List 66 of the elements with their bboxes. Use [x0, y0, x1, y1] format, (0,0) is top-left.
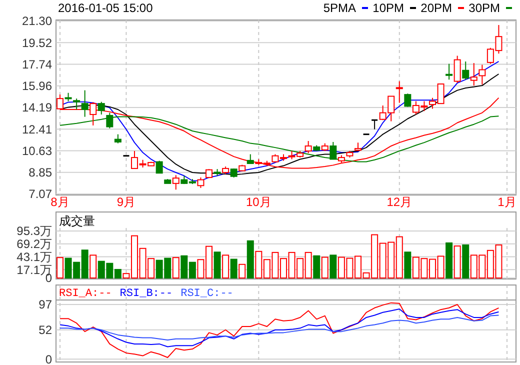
y-tick-label: 8.85 — [28, 166, 52, 180]
candlestick — [478, 64, 486, 86]
candlestick — [370, 119, 378, 130]
bar — [214, 252, 221, 278]
bar — [238, 264, 246, 278]
candlestick — [197, 176, 204, 188]
line-series — [60, 308, 500, 348]
candlestick — [396, 80, 403, 104]
candlestick — [246, 154, 254, 164]
chart-title: 2016-01-05 15:00 — [58, 1, 154, 15]
bar — [90, 254, 97, 278]
y-tick-label: 97 — [38, 298, 52, 312]
candlestick — [172, 174, 180, 190]
bar — [462, 244, 470, 278]
candlestick — [470, 62, 478, 86]
candlestick — [330, 141, 337, 160]
x-tick-label: 10月 — [246, 195, 272, 209]
y-tick-label: 12.41 — [22, 122, 52, 136]
bar — [172, 257, 180, 278]
legend-label: 10PM — [372, 1, 404, 15]
chart-title: 成交量 — [59, 214, 95, 228]
candlestick — [156, 160, 163, 174]
candlestick — [81, 90, 88, 118]
candlestick — [304, 140, 312, 154]
line-series — [60, 314, 500, 341]
bar — [246, 240, 254, 278]
legend-label: 30PM — [468, 1, 500, 15]
x-tick-label: 1月 — [498, 195, 516, 209]
candlestick — [446, 63, 453, 80]
bar — [230, 258, 238, 278]
y-tick-label: 7.07 — [28, 187, 52, 202]
line-series — [60, 116, 500, 162]
x-tick-label: 8月 — [50, 195, 70, 209]
candlestick — [454, 55, 461, 84]
y-tick-label: 17.74 — [22, 57, 52, 72]
bar — [404, 252, 412, 278]
y-tick-label: 19.52 — [22, 36, 52, 50]
y-tick-label: 14.19 — [22, 100, 52, 115]
y-tick-label: 52 — [38, 323, 52, 338]
y-tick-label: 15.96 — [22, 79, 52, 94]
legend-label: 20PM — [420, 1, 452, 15]
y-tick-label: 69.2万 — [16, 237, 52, 252]
text: RSI_C:-- — [180, 288, 234, 300]
text: RSI_B:-- — [120, 288, 173, 300]
bar — [321, 256, 328, 278]
y-tick-label: 95.3万 — [16, 224, 52, 238]
x-tick-label: 9月 — [116, 195, 136, 209]
candlestick — [90, 102, 97, 126]
candlestick — [73, 98, 80, 110]
bar — [446, 242, 453, 278]
bar — [330, 254, 337, 278]
bar — [454, 245, 461, 278]
series-label: RSI_A:-- — [59, 288, 112, 300]
candlestick — [98, 101, 105, 115]
candlestick — [404, 93, 412, 108]
y-tick-label: 10.63 — [22, 144, 52, 158]
line-series — [60, 302, 500, 358]
legend-label: 5PMA — [323, 1, 356, 15]
x-tick-label: 12月 — [386, 195, 412, 209]
bar — [56, 257, 64, 278]
bar — [222, 254, 230, 278]
y-tick-label: 21.30 — [22, 14, 52, 28]
y-tick-label: 0 — [45, 352, 52, 365]
y-tick-label: 43.1万 — [16, 250, 52, 264]
candlestick — [462, 60, 470, 80]
bar — [313, 255, 320, 278]
